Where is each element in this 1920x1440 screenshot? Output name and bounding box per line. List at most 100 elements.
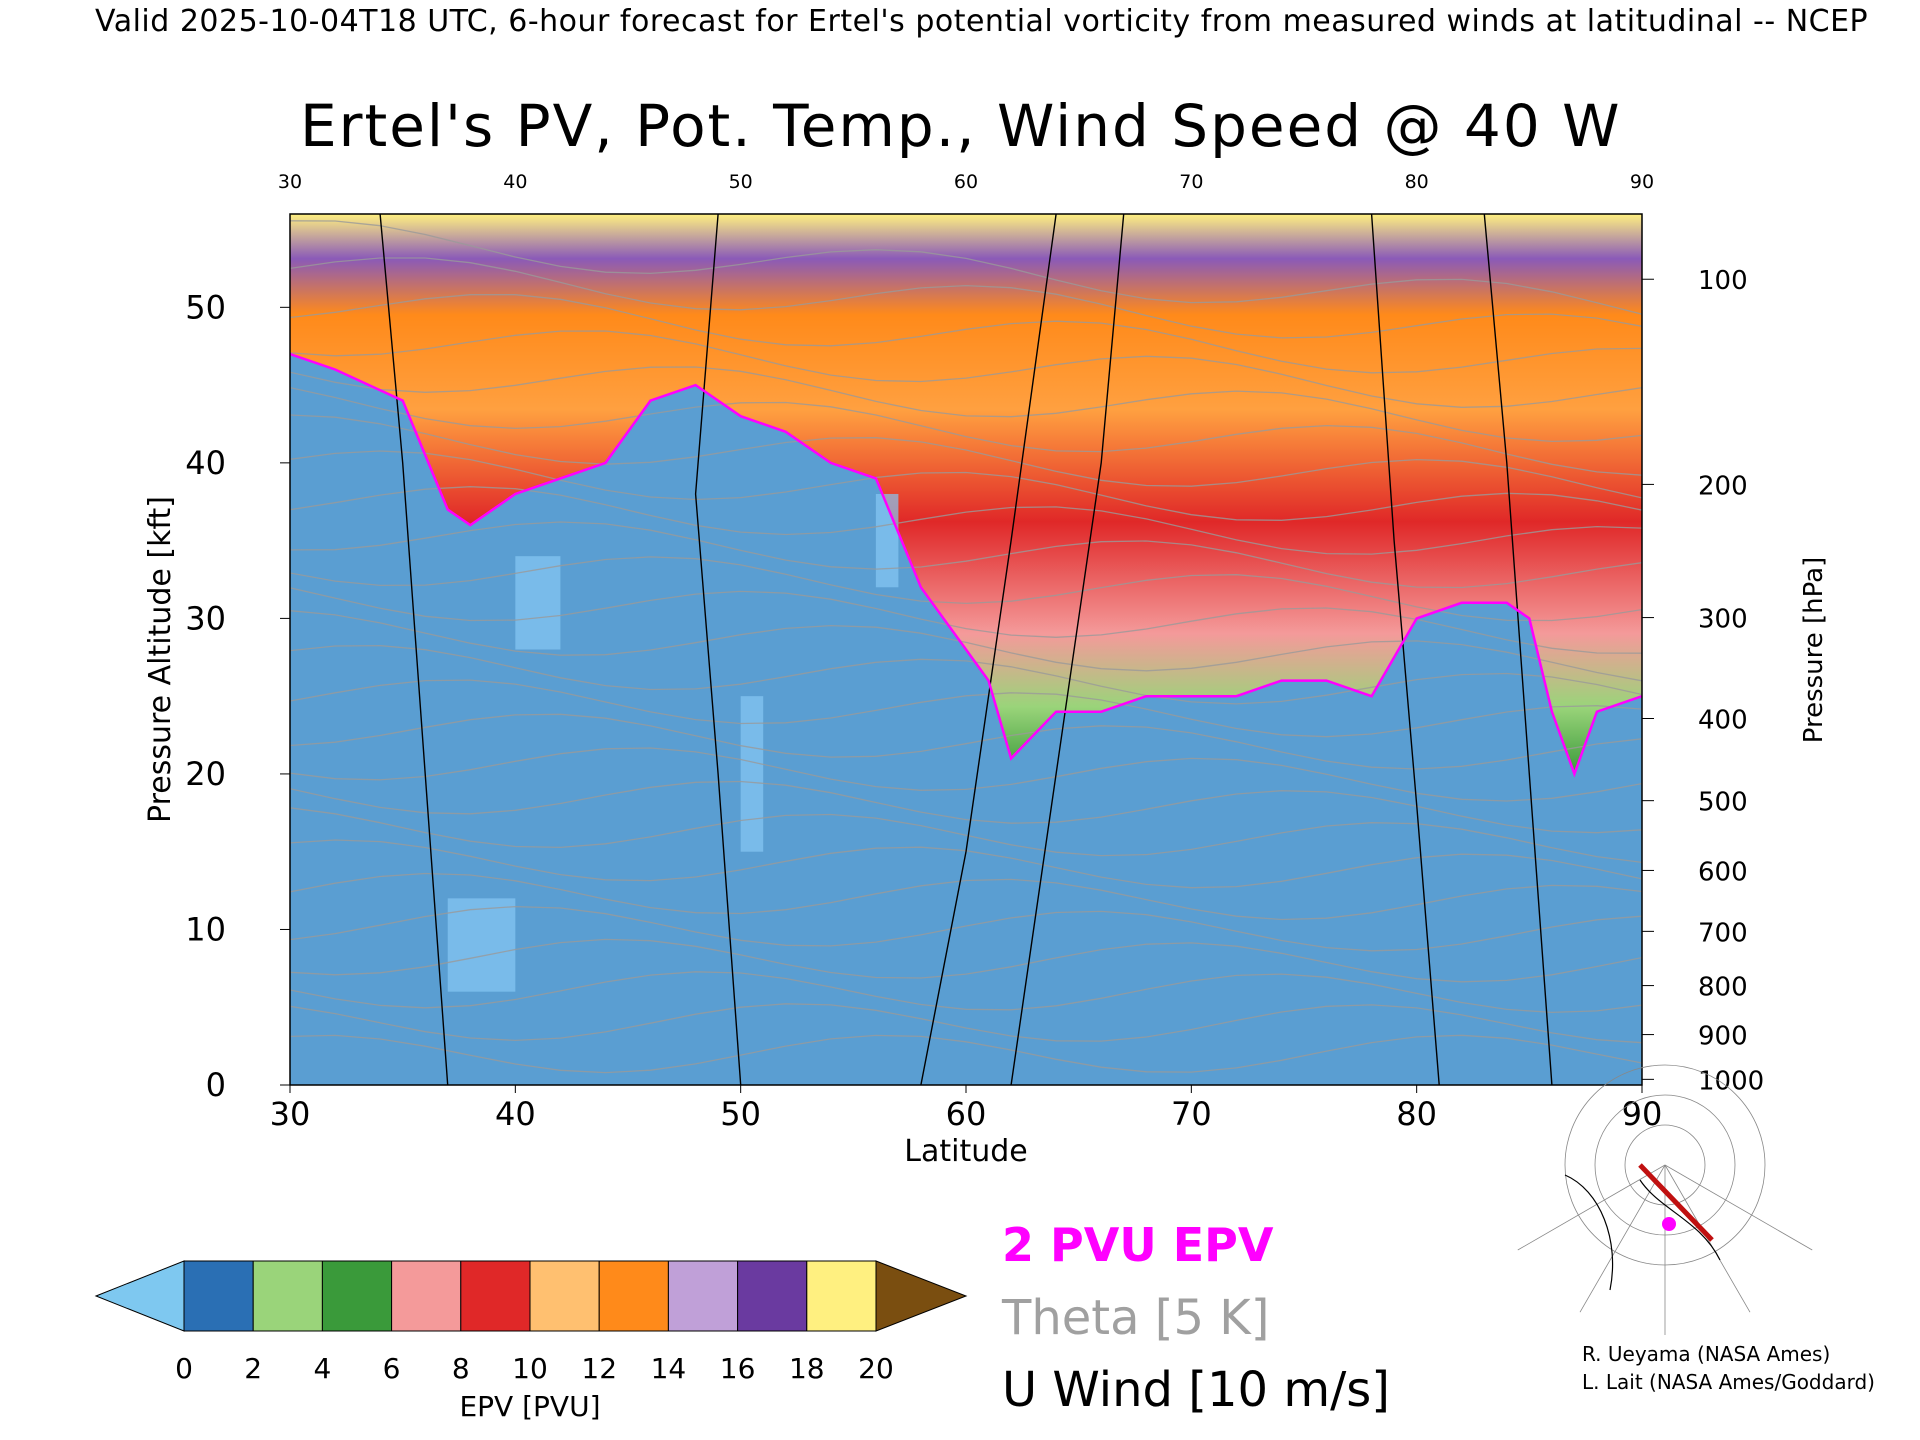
- x-tick-label: 90: [1622, 1095, 1663, 1133]
- y-tick-label: 0: [206, 1066, 226, 1104]
- theta-contour: [290, 938, 1642, 983]
- wind-contour: [920, 214, 1057, 1085]
- pressure-tick-label: 100: [1698, 266, 1748, 296]
- x-top-tick-label: 30: [278, 171, 302, 193]
- pressure-tick-label: 200: [1698, 471, 1748, 501]
- theta-contour: [290, 386, 1642, 476]
- theta-contour: [290, 807, 1642, 864]
- x-tick-label: 60: [946, 1095, 987, 1133]
- theta-contour: [290, 1003, 1642, 1044]
- map-section-path: [1638, 1163, 1714, 1242]
- map-meridian: [1664, 1164, 1813, 1251]
- y-tick-label: 40: [185, 444, 226, 482]
- legend-pv-label: 2 PVU EPV: [1002, 1218, 1274, 1272]
- theta-contour: [290, 747, 1642, 802]
- wind-contour: [694, 214, 742, 1085]
- pressure-tick-label: 700: [1698, 918, 1748, 948]
- x-axis-label: Latitude: [904, 1134, 1027, 1169]
- theta-contour: [290, 713, 1642, 770]
- x-tick-label: 40: [495, 1095, 536, 1133]
- low-pv-patch: [447, 898, 516, 992]
- chart-title: Ertel's PV, Pot. Temp., Wind Speed @ 40 …: [300, 92, 1622, 160]
- theta-contour: [290, 486, 1642, 555]
- y-tick-label: 10: [185, 910, 226, 948]
- colorbar-tick-label: 18: [789, 1352, 825, 1385]
- x-top-tick-label: 90: [1630, 171, 1654, 193]
- colorbar-bin: [460, 1260, 531, 1332]
- x-tick-label: 30: [270, 1095, 311, 1133]
- map-meridian: [1579, 1164, 1666, 1313]
- map-coastline: [1564, 1174, 1721, 1291]
- y-tick-label: 20: [185, 755, 226, 793]
- colorbar: 0 2 4 6 8 10 12 14 16 18 20 EPV [PVU]: [94, 1260, 968, 1423]
- theta-contour: [290, 257, 1642, 339]
- colorbar-bin: [667, 1260, 739, 1332]
- theta-contour: [290, 220, 1642, 315]
- pressure-tick-label: 500: [1698, 788, 1748, 818]
- pressure-tick-label: 800: [1698, 973, 1748, 1003]
- colorbar-over-arrow: [875, 1260, 968, 1332]
- wind-contour: [379, 214, 449, 1085]
- theta-contour: [290, 971, 1642, 1014]
- x-top-tick-label: 40: [503, 171, 527, 193]
- x-top-tick-label: 70: [1179, 171, 1203, 193]
- axes: 30 30 40 40 50 50 60 60 70 70 80 80 90 90 Latitude 0 10 2…: [143, 171, 1829, 1169]
- pressure-tick-label: 300: [1698, 605, 1748, 635]
- wind-contour: [1483, 214, 1553, 1085]
- colorbar-tick-label: 14: [651, 1352, 687, 1385]
- x-tick-label: 80: [1396, 1095, 1437, 1133]
- x-top-tick-label: 50: [729, 171, 753, 193]
- y-tick-label: 30: [185, 599, 226, 637]
- theta-contour: [290, 330, 1642, 408]
- plot-area: [290, 214, 1642, 1085]
- pressure-tick-label: 400: [1698, 705, 1748, 735]
- colorbar-bin: [321, 1260, 393, 1332]
- colorbar-tick-label: 0: [175, 1352, 193, 1385]
- colorbar-tick-label: 12: [581, 1352, 617, 1385]
- colorbar-bin: [252, 1260, 323, 1332]
- y-axis-label: Pressure Altitude [kft]: [143, 496, 178, 823]
- theta-contour: [290, 366, 1642, 443]
- colorbar-bin: [529, 1260, 600, 1332]
- location-map: [1517, 1064, 1813, 1335]
- theta-contour: [290, 644, 1642, 705]
- colorbar-bin: [183, 1260, 254, 1332]
- theta-contour: [290, 679, 1642, 738]
- x-tick-label: 50: [720, 1095, 761, 1133]
- theta-contour: [290, 294, 1642, 374]
- pressure-tick-label: 900: [1698, 1022, 1748, 1052]
- map-meridian: [1517, 1164, 1666, 1251]
- colorbar-bin: [806, 1260, 877, 1332]
- map-frame: [1545, 1155, 1740, 1305]
- theta-contour: [290, 556, 1642, 622]
- colorbar-tick-label: 6: [383, 1352, 401, 1385]
- colorbar-tick-label: 10: [512, 1352, 548, 1385]
- map-marker: [1662, 1217, 1676, 1231]
- y-tick-label: 50: [185, 288, 226, 326]
- theta-contour: [290, 450, 1642, 521]
- theta-contour: [290, 610, 1642, 682]
- legend-theta-label: Theta [5 K]: [1002, 1290, 1270, 1346]
- x-top-tick-label: 60: [954, 171, 978, 193]
- colorbar-tick-label: 2: [244, 1352, 262, 1385]
- colorbar-bin: [598, 1260, 669, 1332]
- x-top-tick-label: 80: [1405, 171, 1429, 193]
- pressure-tick-label: 600: [1698, 857, 1748, 887]
- colorbar-label: EPV [PVU]: [459, 1390, 600, 1423]
- low-pv-patch: [740, 696, 764, 852]
- pressure-tick-label: 1000: [1698, 1066, 1764, 1096]
- pressure-axis-label: Pressure [hPa]: [1799, 557, 1829, 744]
- pv-2pvu-line: [290, 352, 1642, 778]
- colorbar-bin: [391, 1260, 462, 1332]
- colorbar-tick-label: 8: [452, 1352, 470, 1385]
- theta-contour: [290, 521, 1642, 589]
- colorbar-under-arrow: [94, 1260, 185, 1332]
- credit-line-1: R. Ueyama (NASA Ames): [1582, 1342, 1831, 1366]
- stratosphere-fill: [290, 214, 1642, 774]
- colorbar-tick-label: 4: [313, 1352, 331, 1385]
- theta-contour: [290, 872, 1642, 921]
- legend-wind-label: U Wind [10 m/s]: [1002, 1362, 1391, 1418]
- colorbar-tick-label: 20: [858, 1352, 894, 1385]
- x-tick-label: 70: [1171, 1095, 1212, 1133]
- theta-contour: [290, 414, 1642, 499]
